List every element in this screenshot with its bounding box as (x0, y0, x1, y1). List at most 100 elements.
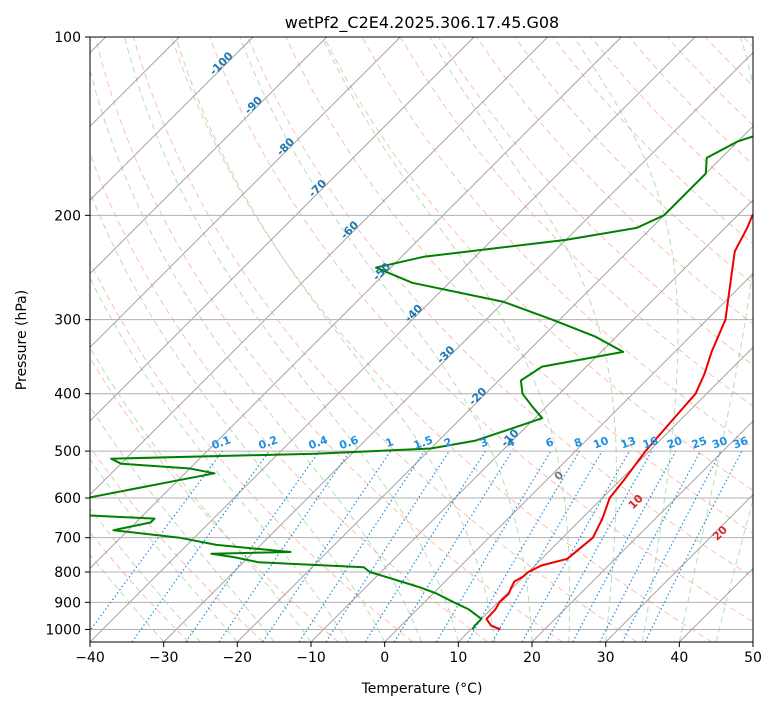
x-tick-label: −30 (149, 650, 179, 666)
mixing-ratio-label: 16 (641, 434, 660, 452)
dry-adiabat (94, 37, 563, 642)
y-tick-label: 900 (54, 595, 81, 611)
mixing-ratio-label: 36 (731, 434, 750, 452)
mixing-ratio-label: 30 (710, 434, 729, 452)
y-tick-label: 400 (54, 387, 81, 403)
moist-adiabat (175, 37, 496, 642)
mixing-ratio-line (298, 450, 425, 642)
mixing-ratio-label: 4 (505, 435, 517, 450)
x-tick-label: 50 (744, 650, 762, 666)
y-tick-label: 300 (54, 313, 81, 329)
x-tick-label: −40 (75, 650, 105, 666)
dry-adiabat (285, 37, 753, 535)
profile-lines (90, 135, 753, 631)
x-tick-label: −10 (296, 650, 326, 666)
mixing-ratio-line (90, 450, 223, 632)
isotherm (310, 199, 753, 642)
moist-adiabat (90, 458, 238, 642)
mixing-ratio-label: 6 (544, 435, 556, 450)
moist-adiabat (573, 37, 679, 642)
chart-title: wetPf2_C2E4.2025.306.17.45.G08 (285, 13, 559, 33)
y-tick-label: 200 (54, 208, 81, 224)
mixing-ratio-label: 13 (619, 434, 638, 451)
mixing-ratio-line (131, 450, 270, 642)
y-tick-label: 500 (54, 444, 81, 460)
y-tick-label: 100 (54, 30, 81, 46)
mixing-ratio-line (325, 450, 450, 642)
mixing-ratio-label: 20 (665, 434, 684, 452)
dry-adiabat (514, 37, 753, 285)
isotherm (90, 37, 254, 201)
moist-adiabat (678, 37, 753, 642)
moist-adiabat (239, 37, 533, 642)
y-tick-label: 700 (54, 531, 81, 547)
mixing-ratio-line (545, 450, 653, 642)
isotherm (458, 346, 753, 642)
mixing-ratio-label: 3 (478, 435, 490, 450)
mixing-ratio-label: 10 (591, 434, 610, 452)
moist-adiabat (321, 37, 571, 642)
y-tick-label: 800 (54, 565, 81, 581)
moist-adiabat (124, 37, 459, 642)
mixing-ratio-label: 1.5 (412, 433, 435, 452)
mixing-ratio-label: 0.4 (307, 433, 330, 452)
x-tick-label: 0 (380, 650, 389, 666)
mixing-ratio-line (572, 450, 677, 642)
x-tick-label: 20 (523, 650, 541, 666)
dry-adiabat (90, 446, 264, 642)
x-tick-label: 40 (670, 650, 688, 666)
dry-adiabat (209, 37, 753, 623)
mixing-ratio-line (185, 450, 320, 642)
mixing-ratio-label: 0.6 (338, 433, 361, 452)
dry-adiabat (90, 260, 414, 642)
moist-adiabat (90, 507, 201, 642)
isotherm (605, 494, 753, 642)
mixing-ratio-line (644, 450, 743, 642)
isotherm (90, 37, 696, 642)
isotherm (90, 37, 622, 569)
isotherm (163, 52, 753, 642)
background-lines (90, 37, 753, 642)
mixing-ratio-line (218, 450, 351, 642)
y-axis-label: Pressure (hPa) (14, 290, 30, 390)
x-tick-label: −20 (223, 650, 253, 666)
plot-background (90, 37, 753, 642)
axes: −40 −30 −20 −10 0 10 20 30 40 50 1000 900 800 700 600 5… (45, 30, 762, 666)
moist-adiabat (752, 640, 753, 642)
moist-adiabat (429, 37, 617, 642)
mixing-ratio-line (393, 450, 513, 642)
mixing-ratio-label: 8 (572, 435, 584, 450)
mixing-ratio-label: 1 (384, 435, 396, 450)
mixing-ratio-label: 0.1 (210, 433, 233, 452)
isotherm (752, 641, 753, 642)
moist-adiabat (90, 67, 422, 642)
isotherm (90, 37, 327, 275)
mixing-ratio-label: 0.2 (257, 433, 280, 452)
y-tick-label: 600 (54, 491, 81, 507)
isotherm (90, 37, 548, 496)
x-tick-label: 10 (449, 650, 467, 666)
isotherm (384, 273, 753, 642)
dry-adiabat (476, 37, 753, 325)
dry-adiabat (323, 37, 753, 491)
mixing-ratio-line (262, 450, 392, 642)
x-tick-label: 30 (597, 650, 615, 666)
mixing-ratio-label: 2 (442, 435, 454, 450)
mixing-ratio-line (521, 450, 631, 642)
x-axis-label: Temperature (°C) (361, 681, 483, 697)
moist-adiabat (715, 498, 753, 642)
isotherm (237, 125, 753, 642)
dewpoint-profile (90, 135, 753, 630)
dry-adiabat (90, 356, 339, 642)
dry-adiabat (171, 37, 712, 642)
isotherm (531, 420, 753, 642)
plot-frame (89, 36, 754, 643)
y-tick-label: 1000 (45, 622, 81, 638)
isotherm (90, 37, 475, 422)
mixing-ratio-label: 25 (690, 434, 709, 451)
dry-adiabat (132, 37, 638, 642)
temperature-profile (485, 213, 753, 631)
isotherm (90, 37, 401, 348)
dry-adiabat (247, 37, 753, 578)
